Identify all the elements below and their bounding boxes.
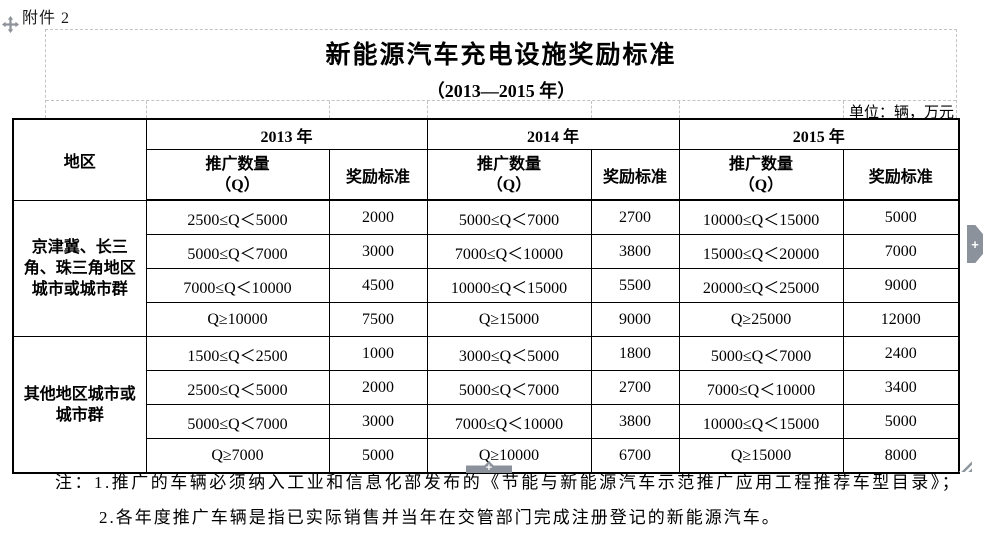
reward-cell: 8000 — [842, 438, 960, 474]
reward-cell: 12000 — [842, 302, 960, 337]
qty-cell: 5000≤Q＜7000 — [426, 199, 592, 235]
year-header-2013: 2013 年 — [145, 118, 428, 150]
qty-cell: 5000≤Q＜7000 — [426, 370, 592, 405]
reward-cell: 3400 — [842, 370, 960, 405]
four-arrows-icon — [2, 16, 19, 33]
unit-row: 单位：辆，万元 — [46, 100, 956, 121]
qty-cell: Q≥10000 — [145, 302, 330, 337]
table-row: 2500≤Q＜5000 2000 5000≤Q＜7000 2700 7000≤Q… — [13, 370, 960, 405]
qty-cell: Q≥15000 — [426, 302, 592, 337]
reward-cell: 1000 — [328, 336, 428, 371]
qty-cell: 10000≤Q＜15000 — [678, 404, 844, 439]
qty-cell: 3000≤Q＜5000 — [426, 336, 592, 371]
qty-header-text: 推广数量 — [477, 155, 542, 173]
qty-header-2013: 推广数量 （Q） — [145, 149, 330, 201]
year-header-2015: 2015 年 — [678, 118, 960, 150]
reward-cell: 2400 — [842, 336, 960, 371]
reward-cell: 5000 — [842, 199, 960, 235]
qty-cell: 2500≤Q＜5000 — [145, 370, 330, 405]
qty-cell: 2500≤Q＜5000 — [145, 199, 330, 235]
reward-cell: 6700 — [590, 438, 680, 474]
qty-cell: Q≥7000 — [145, 438, 330, 474]
reward-header-2015: 奖励标准 — [842, 149, 960, 201]
table-row: 京津冀、长三角、珠三角地区城市或城市群 2500≤Q＜5000 2000 500… — [12, 199, 960, 337]
dashed-gridline — [843, 101, 844, 118]
plus-icon: + — [971, 236, 979, 252]
attachment-label: 附件 2 — [22, 10, 71, 27]
qty-cell: 5000≤Q＜7000 — [678, 336, 844, 371]
unit-label: 单位：辆，万元 — [848, 105, 954, 121]
reward-cell: 5000 — [328, 438, 428, 474]
year-header-2014: 2014 年 — [426, 118, 680, 150]
table-row: 5000≤Q＜7000 3000 7000≤Q＜10000 3800 15000… — [13, 234, 960, 269]
qty-header-text: 推广数量 — [205, 155, 270, 173]
note-line-2: 2.各年度推广车辆是指已实际销售并当年在交管部门完成注册登记的新能源汽车。 — [99, 508, 781, 527]
qty-cell: 10000≤Q＜15000 — [678, 199, 844, 235]
table-row: Q≥10000 7500 Q≥15000 9000 Q≥25000 12000 — [13, 302, 960, 337]
reward-cell: 3000 — [328, 234, 428, 269]
region-cell-group2: 其他地区城市或城市群 — [12, 336, 147, 474]
qty-header-2014: 推广数量 （Q） — [426, 149, 592, 201]
qty-cell: 20000≤Q＜25000 — [678, 268, 844, 303]
region-cell-group1: 京津冀、长三角、珠三角地区城市或城市群 — [12, 199, 147, 337]
qty-cell: Q≥25000 — [678, 302, 844, 337]
qty-cell: 7000≤Q＜10000 — [678, 370, 844, 405]
qty-cell: 5000≤Q＜7000 — [145, 404, 330, 439]
qty-cell: 5000≤Q＜7000 — [145, 234, 330, 269]
qty-cell: 10000≤Q＜15000 — [426, 268, 592, 303]
qty-header-2015: 推广数量 （Q） — [678, 149, 844, 201]
insert-column-handle[interactable]: + — [967, 225, 983, 263]
qty-cell: 7000≤Q＜10000 — [145, 268, 330, 303]
dashed-gridline — [591, 101, 592, 118]
reward-cell: 2000 — [328, 199, 428, 235]
reward-header-2013: 奖励标准 — [328, 149, 428, 201]
reward-cell: 2700 — [590, 199, 680, 235]
qty-cell: 7000≤Q＜10000 — [426, 404, 592, 439]
reward-cell: 7000 — [842, 234, 960, 269]
qty-header-q: （Q） — [215, 176, 260, 194]
note-line-1: 注：1.推广的车辆必须纳入工业和信息化部发布的《节能与新能源汽车示范推广应用工程… — [55, 473, 962, 492]
reward-cell: 9000 — [590, 302, 680, 337]
qty-header-q: （Q） — [738, 176, 784, 194]
table-row: 其他地区城市或城市群 1500≤Q＜2500 1000 3000≤Q＜5000 … — [12, 336, 960, 474]
reward-cell: 2700 — [590, 370, 680, 405]
qty-cell: 15000≤Q＜20000 — [678, 234, 844, 269]
table-row: 5000≤Q＜7000 3000 7000≤Q＜10000 3800 10000… — [13, 404, 960, 439]
dashed-gridline — [146, 101, 147, 118]
reward-cell: 3000 — [328, 404, 428, 439]
reward-cell: 9000 — [842, 268, 960, 303]
qty-cell: 1500≤Q＜2500 — [145, 336, 330, 371]
reward-cell: 7500 — [328, 302, 428, 337]
qty-cell: 7000≤Q＜10000 — [426, 234, 592, 269]
title-block: 新能源汽车充电设施奖励标准 （2013—2015 年） 单位：辆，万元 — [45, 29, 957, 121]
dashed-gridline — [329, 101, 330, 118]
reward-cell: 3800 — [590, 234, 680, 269]
document-title: 新能源汽车充电设施奖励标准 — [325, 42, 677, 69]
qty-header-text: 推广数量 — [729, 155, 794, 173]
reward-cell: 1800 — [590, 336, 680, 371]
reward-header-2014: 奖励标准 — [590, 149, 680, 201]
reward-cell: 4500 — [328, 268, 428, 303]
reward-cell: 3800 — [590, 404, 680, 439]
dashed-gridline — [427, 101, 428, 118]
table-resize-handle-icon[interactable] — [959, 459, 972, 472]
qty-header-q: （Q） — [486, 176, 532, 194]
table-row: 7000≤Q＜10000 4500 10000≤Q＜15000 5500 200… — [13, 268, 960, 303]
reward-cell: 5000 — [842, 404, 960, 439]
table-row: Q≥7000 5000 Q≥10000 6700 Q≥15000 8000 — [13, 438, 960, 474]
reward-standards-table: 地区 2013 年 2014 年 2015 年 推广数量 （Q） 奖励标准 推广… — [12, 118, 961, 474]
dashed-gridline — [679, 101, 680, 118]
reward-cell: 5500 — [590, 268, 680, 303]
document-subtitle: （2013—2015 年） — [426, 81, 576, 101]
reward-cell: 2000 — [328, 370, 428, 405]
qty-cell: Q≥15000 — [678, 438, 844, 474]
table-move-handle-icon[interactable] — [2, 16, 19, 33]
plus-icon: + — [485, 462, 493, 474]
region-column-header: 地区 — [12, 118, 147, 201]
